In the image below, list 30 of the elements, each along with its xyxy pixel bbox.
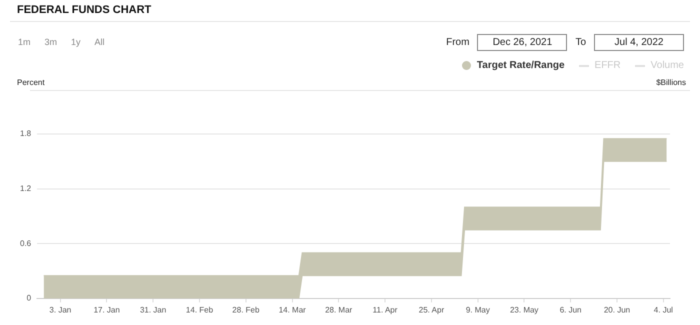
y-tick-label: 1.8	[20, 129, 32, 138]
text: Percent	[17, 78, 45, 87]
x-tick-label: 3. Jan	[49, 305, 72, 314]
x-tick-label: 28. Mar	[325, 305, 353, 314]
y-tick-label: 0.6	[20, 238, 32, 248]
x-tick-label: 4. Jul	[654, 305, 674, 314]
x-tick-label: 14. Mar	[278, 305, 306, 314]
text: 1m	[18, 37, 31, 47]
legend-label: Target Rate/Range	[476, 60, 565, 71]
x-tick-label: 23. May	[510, 305, 538, 314]
text: All	[94, 37, 105, 47]
x-tick-label: 6. Jun	[560, 305, 582, 314]
x-tick-label: 17. Jan	[94, 305, 120, 314]
y-tick-label: 0	[26, 294, 32, 303]
x-tick-label: 14. Feb	[186, 305, 214, 314]
text: $Billions	[656, 78, 686, 87]
text: From	[446, 37, 470, 48]
x-tick-label: 9. May	[466, 305, 490, 314]
text: 1y	[71, 37, 81, 47]
text: Dec 26, 2021	[477, 34, 568, 51]
x-tick-label: 31. Jan	[140, 305, 166, 314]
x-tick-label: 11. Apr	[372, 305, 398, 314]
x-tick-label: 25. Apr	[418, 305, 444, 314]
y-tick-label: 1.2	[20, 184, 32, 194]
chart-title: FEDERAL FUNDS CHART	[17, 4, 152, 16]
x-tick-label: 20. Jun	[604, 305, 630, 314]
text: To	[575, 37, 586, 48]
text: 3m	[44, 37, 58, 47]
text: Jul 4, 2022	[594, 34, 684, 51]
x-tick-label: 28. Feb	[232, 305, 260, 314]
